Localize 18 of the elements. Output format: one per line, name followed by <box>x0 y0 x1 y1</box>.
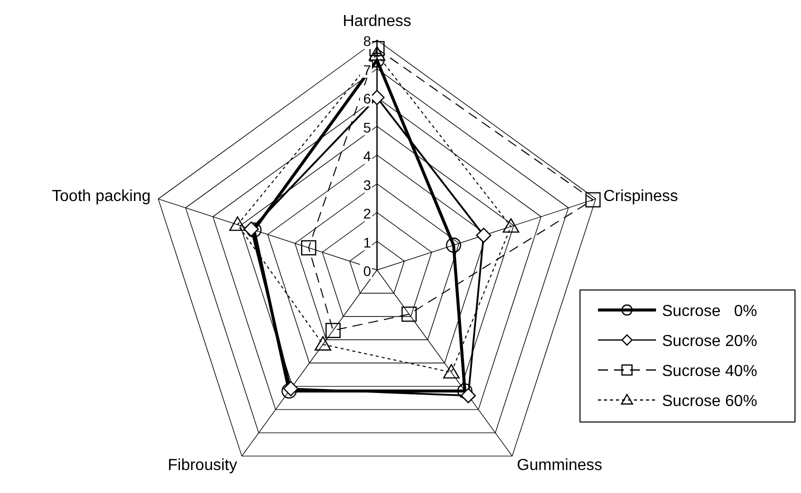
y-tick-label: 7 <box>363 62 372 78</box>
y-tick-label: 1 <box>363 234 372 250</box>
y-tick-label: 8 <box>363 33 372 49</box>
spoke-label: Hardness <box>342 13 412 30</box>
legend-label: Sucrose 20% <box>662 333 758 350</box>
spoke-label: Tooth packing <box>52 188 151 205</box>
y-tick-label: 4 <box>363 148 372 164</box>
spoke-label: Fibrousity <box>168 457 238 474</box>
y-tick-label: 6 <box>363 90 372 106</box>
y-tick-label: 2 <box>363 206 372 222</box>
legend-label: Sucrose 60% <box>662 393 758 410</box>
legend-label: Sucrose 0% <box>662 303 758 320</box>
legend-label: Sucrose 40% <box>662 363 758 380</box>
spoke-label: Crispiness <box>603 188 678 205</box>
spoke-label: Gumminess <box>516 457 602 474</box>
y-tick-label: 5 <box>363 119 372 136</box>
y-tick-label: 3 <box>363 176 372 193</box>
y-tick-label: 0 <box>363 263 372 279</box>
